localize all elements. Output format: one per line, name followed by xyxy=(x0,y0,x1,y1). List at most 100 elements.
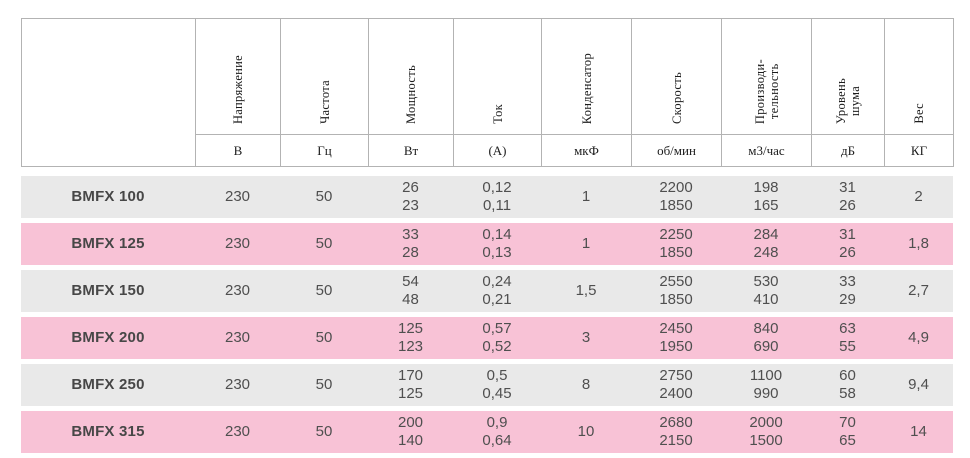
col-unit-airflow: м3/час xyxy=(721,134,812,167)
table-body: BMFX 100 230 50 26 23 0,12 0,11 1 2200 1850 198… xyxy=(21,176,953,453)
cell-value: 200 140 xyxy=(368,411,453,453)
cell-value: 1100 990 xyxy=(721,364,811,406)
table-row: BMFX 100 230 50 26 23 0,12 0,11 1 2200 1850 198… xyxy=(21,176,953,218)
col-unit-power: Вт xyxy=(368,134,454,167)
model-name: BMFX 315 xyxy=(21,411,195,453)
col-header-airflow: Производи- тельность xyxy=(721,18,812,135)
cell-value: 230 xyxy=(195,411,280,453)
cell-value: 2550 1850 xyxy=(631,270,721,312)
cell-value: 3 xyxy=(541,317,631,359)
cell-value: 530 410 xyxy=(721,270,811,312)
cell-value: 2200 1850 xyxy=(631,176,721,218)
col-label: Скорость xyxy=(669,72,684,124)
cell-value: 50 xyxy=(280,317,368,359)
cell-value: 54 48 xyxy=(368,270,453,312)
cell-value: 50 xyxy=(280,176,368,218)
col-unit-voltage: В xyxy=(195,134,281,167)
cell-value: 230 xyxy=(195,176,280,218)
cell-value: 2680 2150 xyxy=(631,411,721,453)
cell-value: 50 xyxy=(280,364,368,406)
col-label: Конденсатор xyxy=(579,52,594,124)
col-label: Ток xyxy=(490,104,505,124)
cell-value: 2750 2400 xyxy=(631,364,721,406)
model-name: BMFX 125 xyxy=(21,223,195,265)
col-label: Мощность xyxy=(404,64,418,124)
cell-value: 60 58 xyxy=(811,364,884,406)
header-units-row: В Гц Вт (А) мкФ об/мин м3/час дБ КГ xyxy=(22,134,954,167)
table-row: BMFX 315 230 50 200 140 0,9 0,64 10 2680 2150 2… xyxy=(21,411,953,453)
fan-spec-table: Напряжение Частота Мощность Ток Конденса… xyxy=(21,18,954,458)
col-header-weight: Вес xyxy=(884,18,954,135)
cell-value: 1 xyxy=(541,223,631,265)
col-header-power: Мощность xyxy=(368,18,454,135)
cell-value: 4,9 xyxy=(884,317,953,359)
col-label: Производи- тельность xyxy=(752,58,781,124)
cell-value: 2250 1850 xyxy=(631,223,721,265)
col-unit-frequency: Гц xyxy=(280,134,369,167)
cell-value: 2,7 xyxy=(884,270,953,312)
col-header-voltage: Напряжение xyxy=(195,18,281,135)
cell-value: 10 xyxy=(541,411,631,453)
model-name: BMFX 200 xyxy=(21,317,195,359)
cell-value: 230 xyxy=(195,364,280,406)
cell-value: 0,24 0,21 xyxy=(453,270,541,312)
col-unit-speed: об/мин xyxy=(631,134,722,167)
col-label: Напряжение xyxy=(231,54,245,124)
cell-value: 8 xyxy=(541,364,631,406)
cell-value: 9,4 xyxy=(884,364,953,406)
cell-value: 0,57 0,52 xyxy=(453,317,541,359)
cell-value: 230 xyxy=(195,317,280,359)
cell-value: 2 xyxy=(884,176,953,218)
cell-value: 2450 1950 xyxy=(631,317,721,359)
cell-value: 0,9 0,64 xyxy=(453,411,541,453)
cell-value: 230 xyxy=(195,270,280,312)
col-label: Вес xyxy=(912,103,926,124)
table-row: BMFX 200 230 50 125 123 0,57 0,52 3 2450 1950 8… xyxy=(21,317,953,359)
col-header-frequency: Частота xyxy=(280,18,369,135)
cell-value: 50 xyxy=(280,223,368,265)
col-unit-noise: дБ xyxy=(811,134,885,167)
cell-value: 0,5 0,45 xyxy=(453,364,541,406)
table-row: BMFX 125 230 50 33 28 0,14 0,13 1 2250 1850 284… xyxy=(21,223,953,265)
col-header-current: Ток xyxy=(453,18,542,135)
col-unit-weight: КГ xyxy=(884,134,954,167)
table-row: BMFX 250 230 50 170 125 0,5 0,45 8 2750 2400 11… xyxy=(21,364,953,406)
model-name: BMFX 150 xyxy=(21,270,195,312)
col-label: Частота xyxy=(317,80,332,124)
col-header-noise: Уровень шума xyxy=(811,18,885,135)
col-unit-capacitor: мкФ xyxy=(541,134,632,167)
cell-value: 0,12 0,11 xyxy=(453,176,541,218)
cell-value: 33 28 xyxy=(368,223,453,265)
col-header-speed: Скорость xyxy=(631,18,722,135)
cell-value: 198 165 xyxy=(721,176,811,218)
cell-value: 31 26 xyxy=(811,176,884,218)
col-header-capacitor: Конденсатор xyxy=(541,18,632,135)
model-name: BMFX 250 xyxy=(21,364,195,406)
cell-value: 1,8 xyxy=(884,223,953,265)
cell-value: 31 26 xyxy=(811,223,884,265)
cell-value: 63 55 xyxy=(811,317,884,359)
cell-value: 284 248 xyxy=(721,223,811,265)
cell-value: 1,5 xyxy=(541,270,631,312)
cell-value: 14 xyxy=(884,411,953,453)
spec-table-header: Напряжение Частота Мощность Ток Конденса… xyxy=(21,18,954,167)
cell-value: 170 125 xyxy=(368,364,453,406)
cell-value: 125 123 xyxy=(368,317,453,359)
spec-table-body: BMFX 100 230 50 26 23 0,12 0,11 1 2200 1850 198… xyxy=(21,171,953,458)
header-labels-row: Напряжение Частота Мощность Ток Конденса… xyxy=(21,18,954,167)
col-label: Уровень шума xyxy=(834,77,862,124)
cell-value: 2000 1500 xyxy=(721,411,811,453)
table-row: BMFX 150 230 50 54 48 0,24 0,21 1,5 2550 1850 5… xyxy=(21,270,953,312)
cell-value: 70 65 xyxy=(811,411,884,453)
cell-value: 50 xyxy=(280,270,368,312)
model-name: BMFX 100 xyxy=(21,176,195,218)
cell-value: 26 23 xyxy=(368,176,453,218)
cell-value: 1 xyxy=(541,176,631,218)
corner-cell xyxy=(21,18,196,167)
cell-value: 33 29 xyxy=(811,270,884,312)
col-unit-current: (А) xyxy=(453,134,542,167)
cell-value: 230 xyxy=(195,223,280,265)
cell-value: 50 xyxy=(280,411,368,453)
cell-value: 0,14 0,13 xyxy=(453,223,541,265)
cell-value: 840 690 xyxy=(721,317,811,359)
